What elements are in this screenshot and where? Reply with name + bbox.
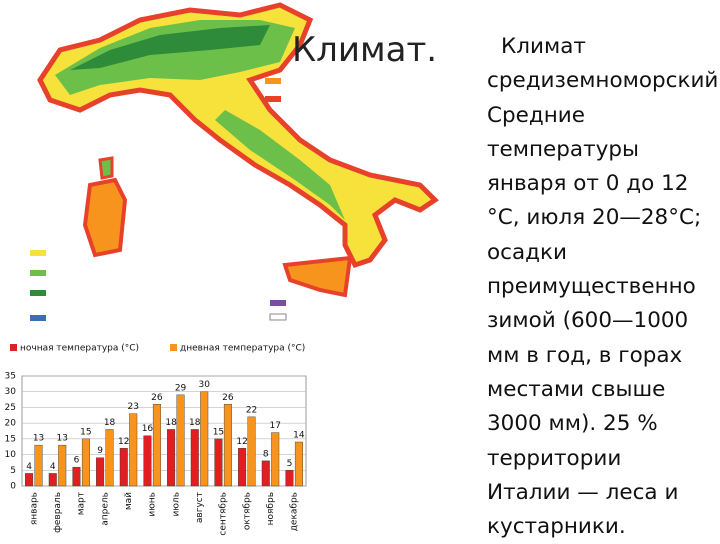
value-label: 12 (118, 437, 129, 447)
x-tick-label: декабрь (290, 492, 300, 531)
value-label: 5 (287, 459, 293, 469)
bar (167, 429, 176, 487)
x-tick-label: январь (29, 492, 39, 525)
legend-swatch (10, 344, 17, 351)
legend-swatch (30, 290, 46, 296)
bar (200, 391, 209, 487)
legend-swatch (270, 300, 286, 306)
legend-swatch (30, 250, 46, 256)
value-label: 15 (213, 427, 224, 437)
x-tick-label: апрель (100, 492, 110, 526)
alps-zone (70, 25, 270, 70)
bar (143, 435, 152, 487)
value-label: 18 (189, 418, 201, 428)
bar (152, 404, 161, 487)
corsica (98, 156, 114, 180)
bar (34, 444, 43, 487)
bar (119, 448, 128, 487)
value-label: 9 (97, 446, 103, 456)
bar (58, 444, 67, 487)
legend-swatch (30, 315, 46, 321)
value-label: 8 (263, 449, 269, 459)
bar (223, 404, 232, 487)
legend-swatch (269, 313, 287, 321)
apennine-zone (215, 110, 345, 220)
bar (96, 457, 105, 487)
legend-swatch (30, 270, 46, 276)
sicily (282, 255, 353, 298)
value-label: 15 (80, 427, 91, 437)
value-label: 12 (236, 437, 247, 447)
x-tick-label: июнь (148, 492, 158, 517)
value-label: 29 (175, 383, 187, 393)
value-label: 30 (199, 380, 211, 390)
value-label: 17 (270, 421, 281, 431)
x-tick-label: май (124, 492, 134, 510)
y-tick-label: 20 (5, 419, 17, 429)
legend-swatch (265, 96, 281, 102)
value-label: 18 (104, 418, 116, 428)
bar (238, 448, 247, 487)
bar (129, 413, 138, 487)
bar (214, 438, 223, 487)
bar (48, 473, 57, 487)
x-tick-label: ноябрь (266, 492, 276, 525)
bar (190, 429, 199, 487)
value-label: 6 (74, 456, 80, 466)
legend-swatch (170, 344, 177, 351)
bar (247, 416, 256, 487)
bar (81, 438, 90, 487)
value-label: 4 (50, 462, 56, 472)
x-tick-label: октябрь (242, 492, 252, 530)
legend-label: ночная температура (°C) (20, 344, 139, 354)
y-tick-label: 30 (5, 387, 17, 397)
slide-title: Климат. (292, 30, 438, 70)
x-tick-label: сентябрь (219, 492, 229, 536)
value-label: 26 (222, 393, 234, 403)
value-label: 26 (151, 393, 163, 403)
bar (271, 432, 280, 487)
value-label: 18 (165, 418, 177, 428)
value-label: 23 (128, 402, 139, 412)
y-tick-label: 35 (5, 372, 16, 382)
x-tick-label: август (195, 492, 205, 523)
bar (72, 466, 81, 487)
sardinia (82, 177, 128, 258)
value-label: 16 (142, 424, 154, 434)
legend-label: дневная температура (°C) (180, 344, 305, 354)
x-tick-label: март (77, 492, 87, 515)
bar (294, 441, 303, 487)
bar (105, 429, 114, 487)
value-label: 14 (293, 431, 305, 441)
value-label: 4 (26, 462, 32, 472)
x-tick-label: июль (171, 492, 181, 516)
y-tick-label: 5 (10, 466, 16, 476)
slide-text: Климат средиземноморский. Средние темпер… (487, 34, 720, 540)
value-label: 22 (246, 405, 257, 415)
x-tick-label: февраль (53, 492, 63, 533)
climate-map (30, 2, 439, 321)
bar (261, 460, 270, 487)
value-label: 13 (57, 434, 68, 444)
y-tick-label: 25 (5, 403, 16, 413)
bar (25, 473, 34, 487)
bar (176, 394, 185, 487)
y-tick-label: 15 (5, 434, 16, 444)
plot-area (21, 375, 307, 487)
chart: 0 5 10 15 20 25 30 35 ночная температура (°C) дне… (5, 344, 307, 536)
legend-swatch (265, 78, 281, 84)
y-tick-label: 0 (10, 482, 16, 492)
bar (285, 470, 294, 487)
value-label: 13 (33, 434, 44, 444)
y-tick-label: 10 (5, 450, 17, 460)
